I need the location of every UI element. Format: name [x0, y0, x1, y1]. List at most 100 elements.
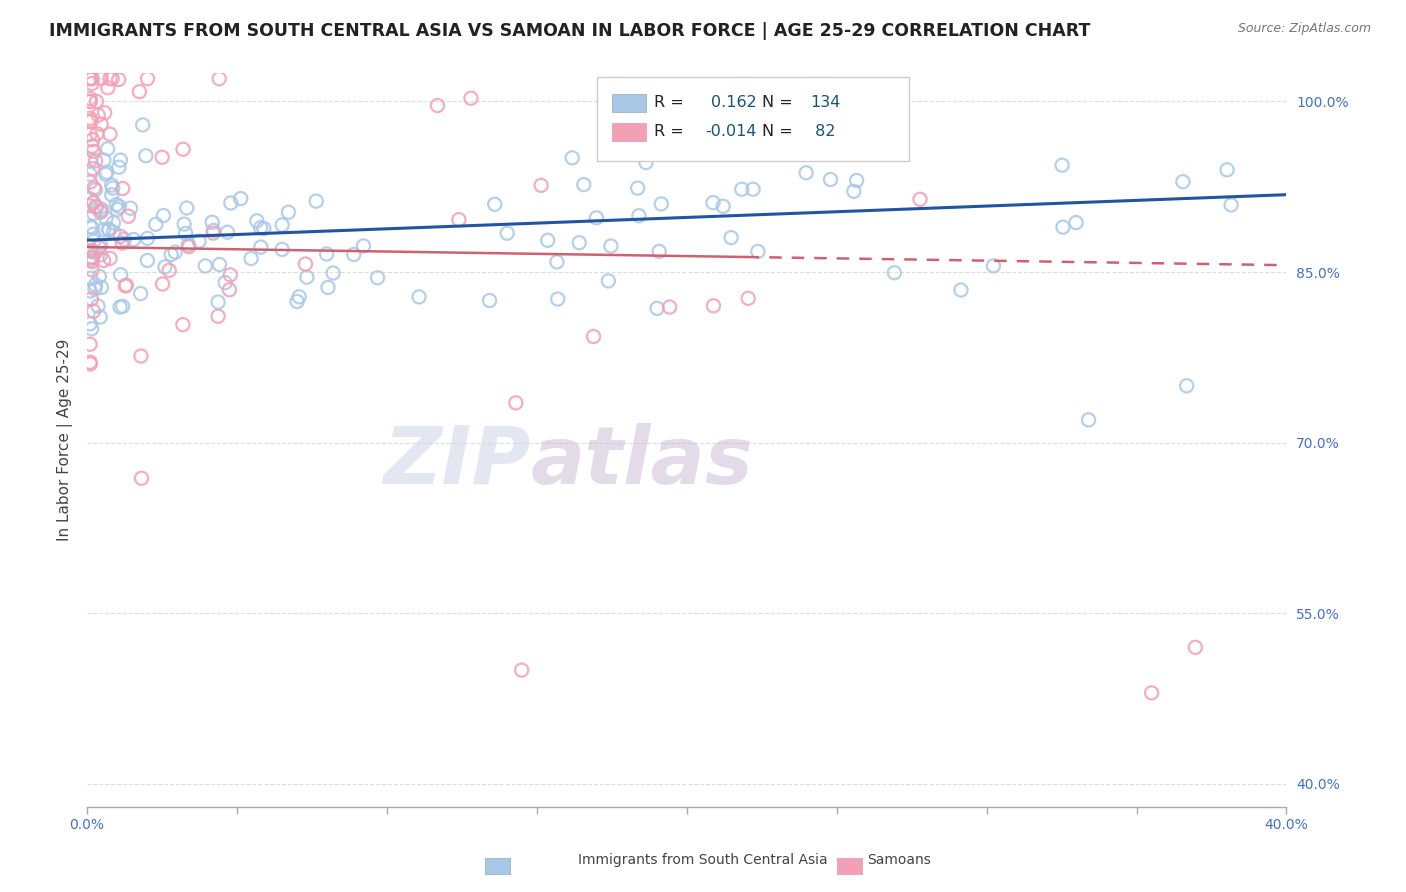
Point — [80, 244, 103, 258]
Point — [93, 253, 115, 268]
Point — [484, 197, 506, 211]
Point — [172, 142, 194, 156]
Point — [277, 205, 299, 219]
Point — [80, 322, 103, 336]
Point — [82, 227, 104, 242]
Point — [842, 184, 865, 198]
Point — [177, 240, 200, 254]
Point — [271, 243, 294, 257]
Point — [84, 282, 107, 296]
Point — [150, 150, 173, 164]
Point — [658, 300, 681, 314]
Point — [174, 227, 197, 241]
Point — [79, 219, 101, 234]
Point — [82, 251, 104, 265]
Point — [367, 270, 389, 285]
Point — [173, 217, 195, 231]
Point — [530, 178, 553, 193]
Point — [83, 181, 105, 195]
Point — [316, 280, 339, 294]
Point — [83, 234, 105, 248]
Point — [89, 269, 111, 284]
Point — [202, 226, 225, 240]
Point — [82, 71, 104, 86]
Point — [105, 202, 128, 217]
Point — [84, 277, 107, 292]
Point — [305, 194, 328, 208]
Point — [108, 300, 131, 314]
Text: Source: ZipAtlas.com: Source: ZipAtlas.com — [1237, 22, 1371, 36]
Point — [129, 349, 152, 363]
Point — [87, 299, 110, 313]
Point — [79, 199, 101, 213]
Point — [83, 206, 105, 220]
Point — [153, 260, 176, 274]
Point — [250, 240, 273, 254]
Point — [94, 167, 117, 181]
Point — [111, 181, 134, 195]
Point — [207, 310, 229, 324]
Point — [505, 396, 527, 410]
Point — [1184, 640, 1206, 655]
Point — [84, 153, 107, 168]
Point — [87, 240, 110, 254]
Point — [117, 209, 139, 223]
Point — [94, 211, 117, 226]
Point — [720, 230, 742, 244]
Point — [315, 247, 337, 261]
Point — [702, 299, 724, 313]
Point — [79, 91, 101, 105]
Point — [845, 173, 868, 187]
Point — [82, 195, 104, 210]
Point — [111, 299, 134, 313]
Point — [447, 212, 470, 227]
Point — [742, 182, 765, 196]
Point — [510, 663, 533, 677]
Point — [112, 232, 135, 246]
Point — [731, 182, 754, 196]
Point — [82, 139, 104, 153]
Point — [90, 248, 112, 262]
Point — [122, 233, 145, 247]
Point — [1050, 158, 1073, 172]
Point — [136, 231, 159, 245]
Point — [176, 201, 198, 215]
Point — [103, 216, 125, 230]
Point — [79, 71, 101, 86]
Point — [90, 239, 112, 253]
Point — [90, 204, 112, 219]
Point — [135, 149, 157, 163]
Point — [249, 220, 271, 235]
Point — [79, 253, 101, 268]
Point — [1216, 162, 1239, 177]
Point — [853, 146, 876, 161]
Point — [1064, 216, 1087, 230]
Point — [79, 112, 101, 126]
Point — [322, 266, 344, 280]
Point — [90, 117, 112, 131]
Point — [107, 72, 129, 87]
Point — [114, 279, 136, 293]
Point — [1077, 413, 1099, 427]
Point — [820, 172, 842, 186]
Point — [86, 127, 108, 141]
Point — [84, 200, 107, 214]
Point — [546, 255, 568, 269]
Point — [219, 196, 242, 211]
Point — [105, 197, 128, 211]
Point — [240, 252, 263, 266]
Point — [129, 286, 152, 301]
Point — [131, 118, 153, 132]
Text: N =: N = — [762, 95, 799, 110]
Point — [79, 271, 101, 285]
Point — [217, 225, 239, 239]
Point — [294, 257, 316, 271]
Point — [136, 71, 159, 86]
Point — [627, 181, 650, 195]
Point — [160, 247, 183, 261]
Point — [93, 153, 115, 167]
Point — [908, 192, 931, 206]
Point — [585, 211, 607, 225]
FancyBboxPatch shape — [613, 94, 645, 112]
Point — [100, 187, 122, 202]
